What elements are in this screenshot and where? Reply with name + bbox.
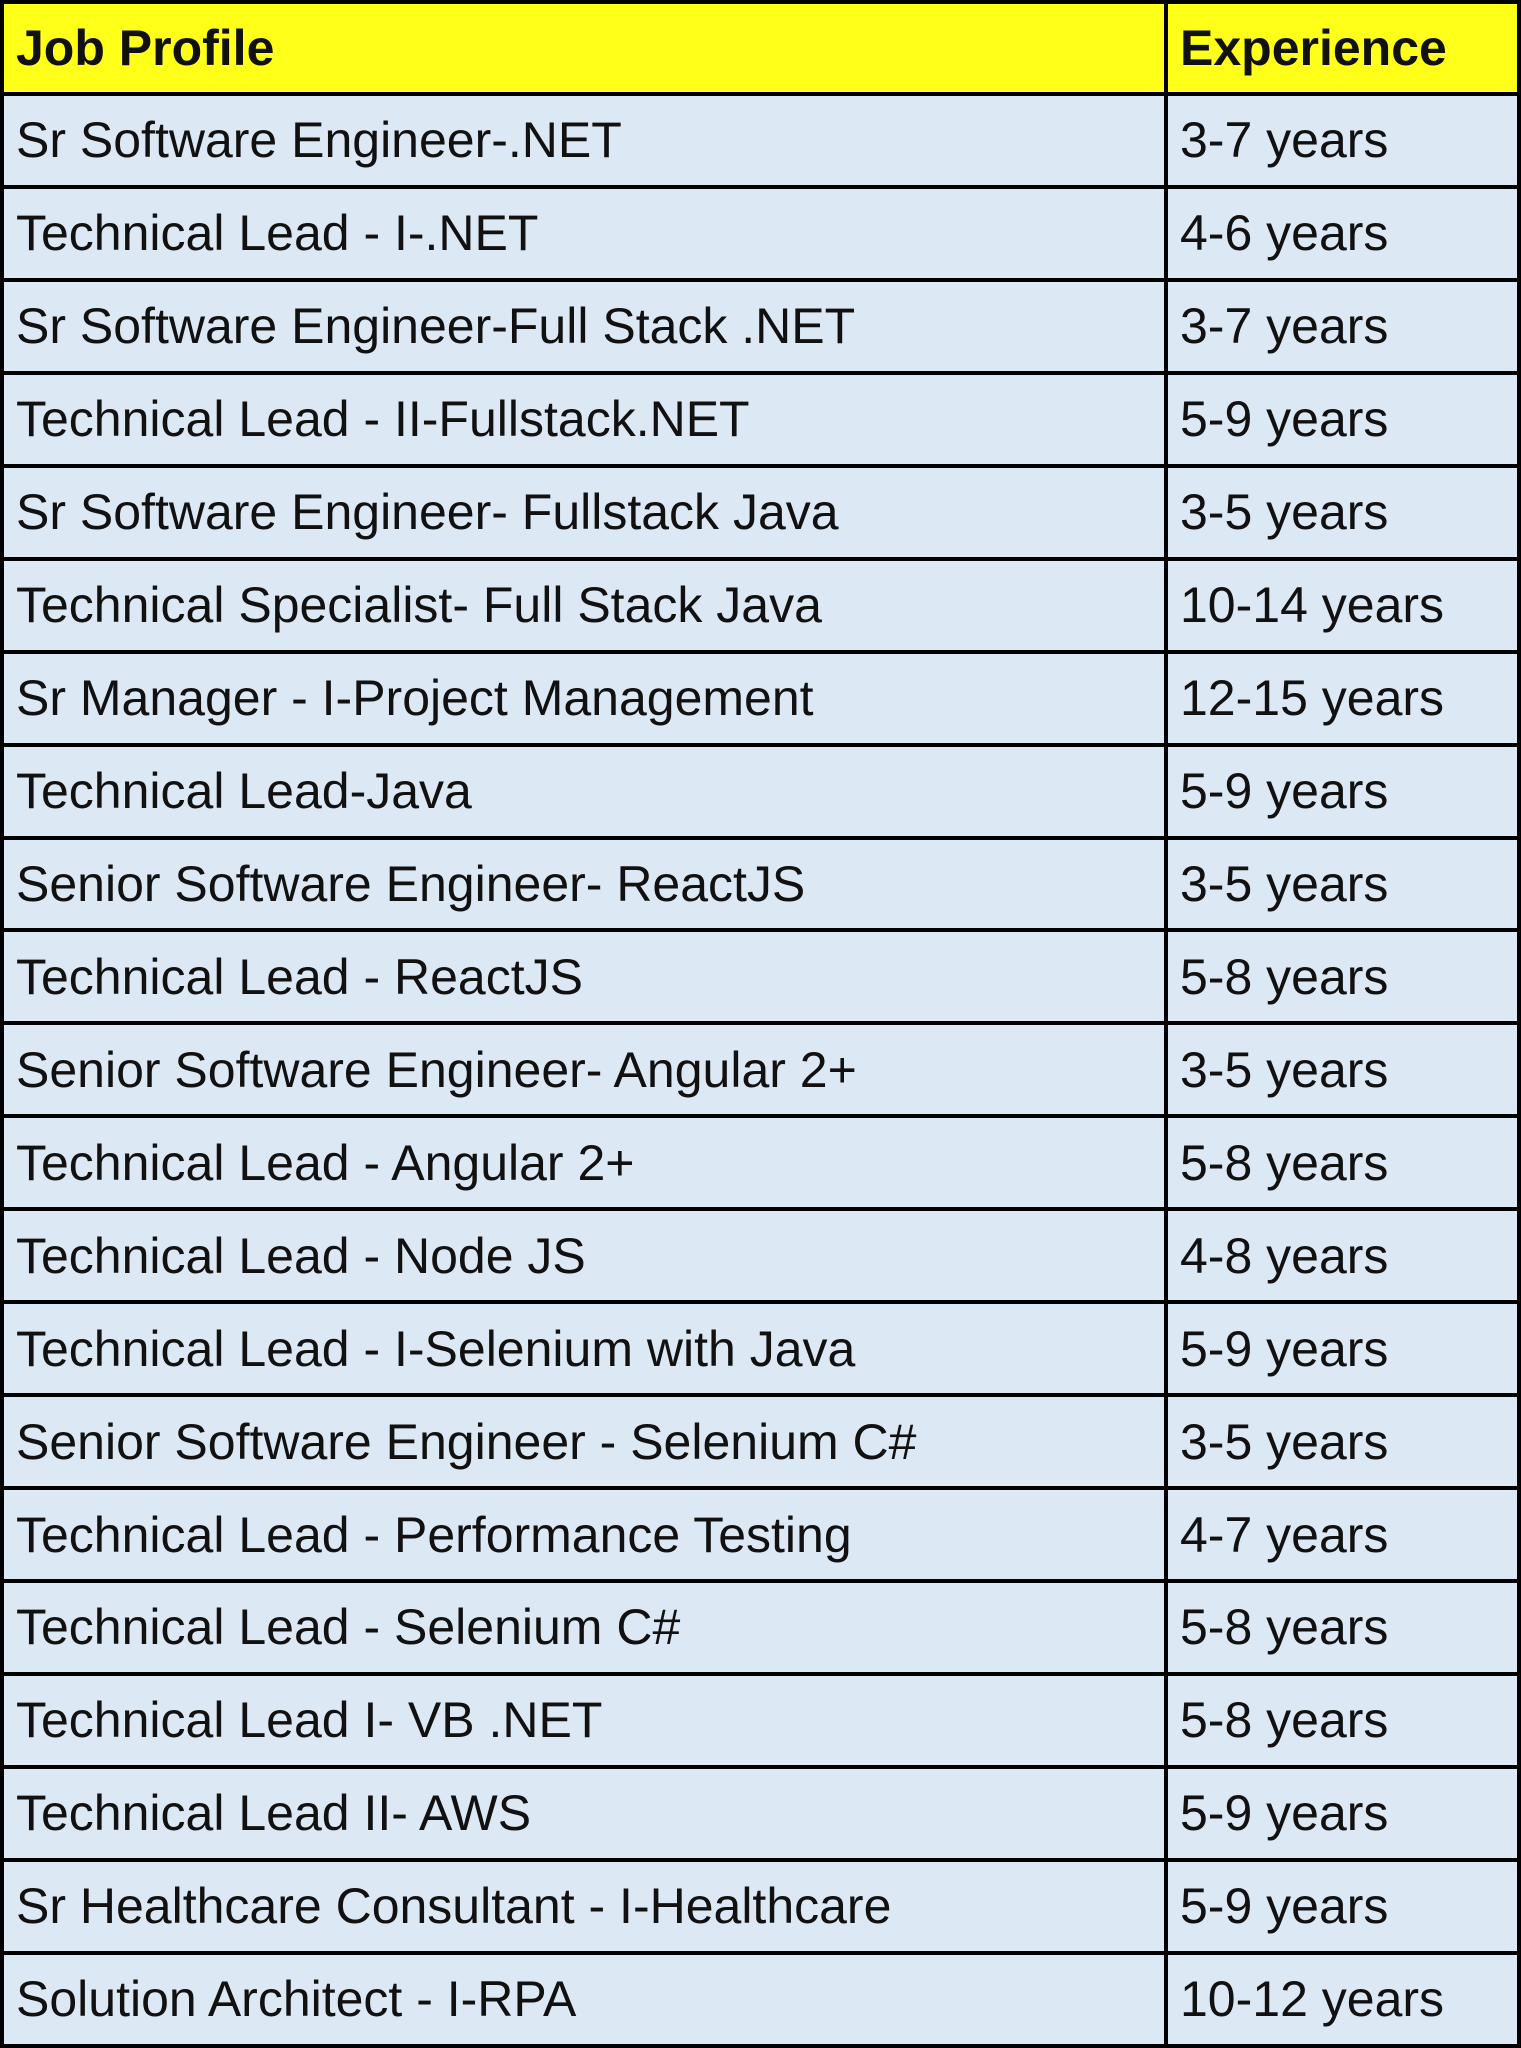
table-row: Solution Architect - I-RPA 10-12 years (0, 1950, 1521, 2048)
job-profile-cell: Technical Lead - ReactJS (0, 928, 1168, 1026)
experience-cell: 10-14 years (1164, 556, 1521, 654)
job-profile-cell: Technical Lead - Angular 2+ (0, 1114, 1168, 1212)
job-profile-cell: Technical Lead II- AWS (0, 1764, 1168, 1862)
job-profile-cell: Technical Lead - II-Fullstack.NET (0, 370, 1168, 468)
table-row: Technical Lead - I-.NET 4-6 years (0, 184, 1521, 282)
job-profile-cell: Technical Lead-Java (0, 742, 1168, 840)
experience-cell: 5-8 years (1164, 1114, 1521, 1212)
job-profile-cell: Sr Manager - I-Project Management (0, 649, 1168, 747)
experience-cell: 5-9 years (1164, 742, 1521, 840)
table-row: Technical Lead - Node JS 4-8 years (0, 1207, 1521, 1305)
job-profile-cell: Technical Lead - Selenium C# (0, 1579, 1168, 1676)
job-profile-cell: Senior Software Engineer - Selenium C# (0, 1393, 1168, 1491)
experience-cell: 5-8 years (1164, 1671, 1521, 1769)
job-profile-cell: Sr Software Engineer- Fullstack Java (0, 463, 1168, 561)
table-row: Technical Lead - Performance Testing 4-7 … (0, 1486, 1521, 1583)
table-row: Sr Software Engineer-Full Stack .NET 3-7 … (0, 277, 1521, 375)
header-row: Job Profile Experience (0, 0, 1521, 96)
experience-cell: 5-9 years (1164, 1300, 1521, 1398)
experience-cell: 4-6 years (1164, 184, 1521, 282)
job-profile-cell: Senior Software Engineer- ReactJS (0, 835, 1168, 933)
job-profile-cell: Technical Lead - I-Selenium with Java (0, 1300, 1168, 1398)
experience-cell: 4-7 years (1164, 1486, 1521, 1583)
job-profile-cell: Sr Software Engineer-Full Stack .NET (0, 277, 1168, 375)
job-profile-cell: Technical Lead - I-.NET (0, 184, 1168, 282)
job-profile-cell: Technical Specialist- Full Stack Java (0, 556, 1168, 654)
experience-cell: 5-9 years (1164, 370, 1521, 468)
table-row: Senior Software Engineer - Selenium C# 3-… (0, 1393, 1521, 1491)
table-row: Sr Healthcare Consultant - I-Healthcare 5… (0, 1857, 1521, 1955)
experience-cell: 3-5 years (1164, 1021, 1521, 1119)
job-profile-cell: Sr Software Engineer-.NET (0, 92, 1168, 189)
job-profile-cell: Sr Healthcare Consultant - I-Healthcare (0, 1857, 1168, 1955)
table-row: Technical Lead - II-Fullstack.NET 5-9 yea… (0, 370, 1521, 468)
table-row: Sr Software Engineer-.NET 3-7 years (0, 92, 1521, 189)
table-row: Senior Software Engineer- ReactJS 3-5 yea… (0, 835, 1521, 933)
experience-cell: 3-7 years (1164, 277, 1521, 375)
job-profile-cell: Technical Lead - Node JS (0, 1207, 1168, 1305)
experience-cell: 3-5 years (1164, 1393, 1521, 1491)
table-row: Technical Specialist- Full Stack Java 10-… (0, 556, 1521, 654)
table-row: Technical Lead - Angular 2+ 5-8 years (0, 1114, 1521, 1212)
experience-cell: 3-5 years (1164, 463, 1521, 561)
experience-cell: 5-8 years (1164, 1579, 1521, 1676)
table-row: Technical Lead - ReactJS 5-8 years (0, 928, 1521, 1026)
experience-cell: 5-9 years (1164, 1857, 1521, 1955)
table-row: Senior Software Engineer- Angular 2+ 3-5 … (0, 1021, 1521, 1119)
table-row: Technical Lead I- VB .NET 5-8 years (0, 1671, 1521, 1769)
column-header: Experience (1164, 0, 1521, 96)
table-row: Sr Software Engineer- Fullstack Java 3-5 … (0, 463, 1521, 561)
table-row: Technical Lead - I-Selenium with Java 5-9… (0, 1300, 1521, 1398)
experience-cell: 3-5 years (1164, 835, 1521, 933)
table-row: Technical Lead - Selenium C# 5-8 years (0, 1579, 1521, 1676)
experience-cell: 4-8 years (1164, 1207, 1521, 1305)
job-profile-cell: Technical Lead - Performance Testing (0, 1486, 1168, 1583)
experience-cell: 12-15 years (1164, 649, 1521, 747)
experience-cell: 5-8 years (1164, 928, 1521, 1026)
job-profile-cell: Solution Architect - I-RPA (0, 1950, 1168, 2048)
table-row: Sr Manager - I-Project Management 12-15 y… (0, 649, 1521, 747)
column-header: Job Profile (0, 0, 1168, 96)
experience-cell: 5-9 years (1164, 1764, 1521, 1862)
job-profile-cell: Senior Software Engineer- Angular 2+ (0, 1021, 1168, 1119)
experience-cell: 3-7 years (1164, 92, 1521, 189)
experience-cell: 10-12 years (1164, 1950, 1521, 2048)
job-profile-cell: Technical Lead I- VB .NET (0, 1671, 1168, 1769)
table-row: Technical Lead-Java 5-9 years (0, 742, 1521, 840)
table-row: Technical Lead II- AWS 5-9 years (0, 1764, 1521, 1862)
